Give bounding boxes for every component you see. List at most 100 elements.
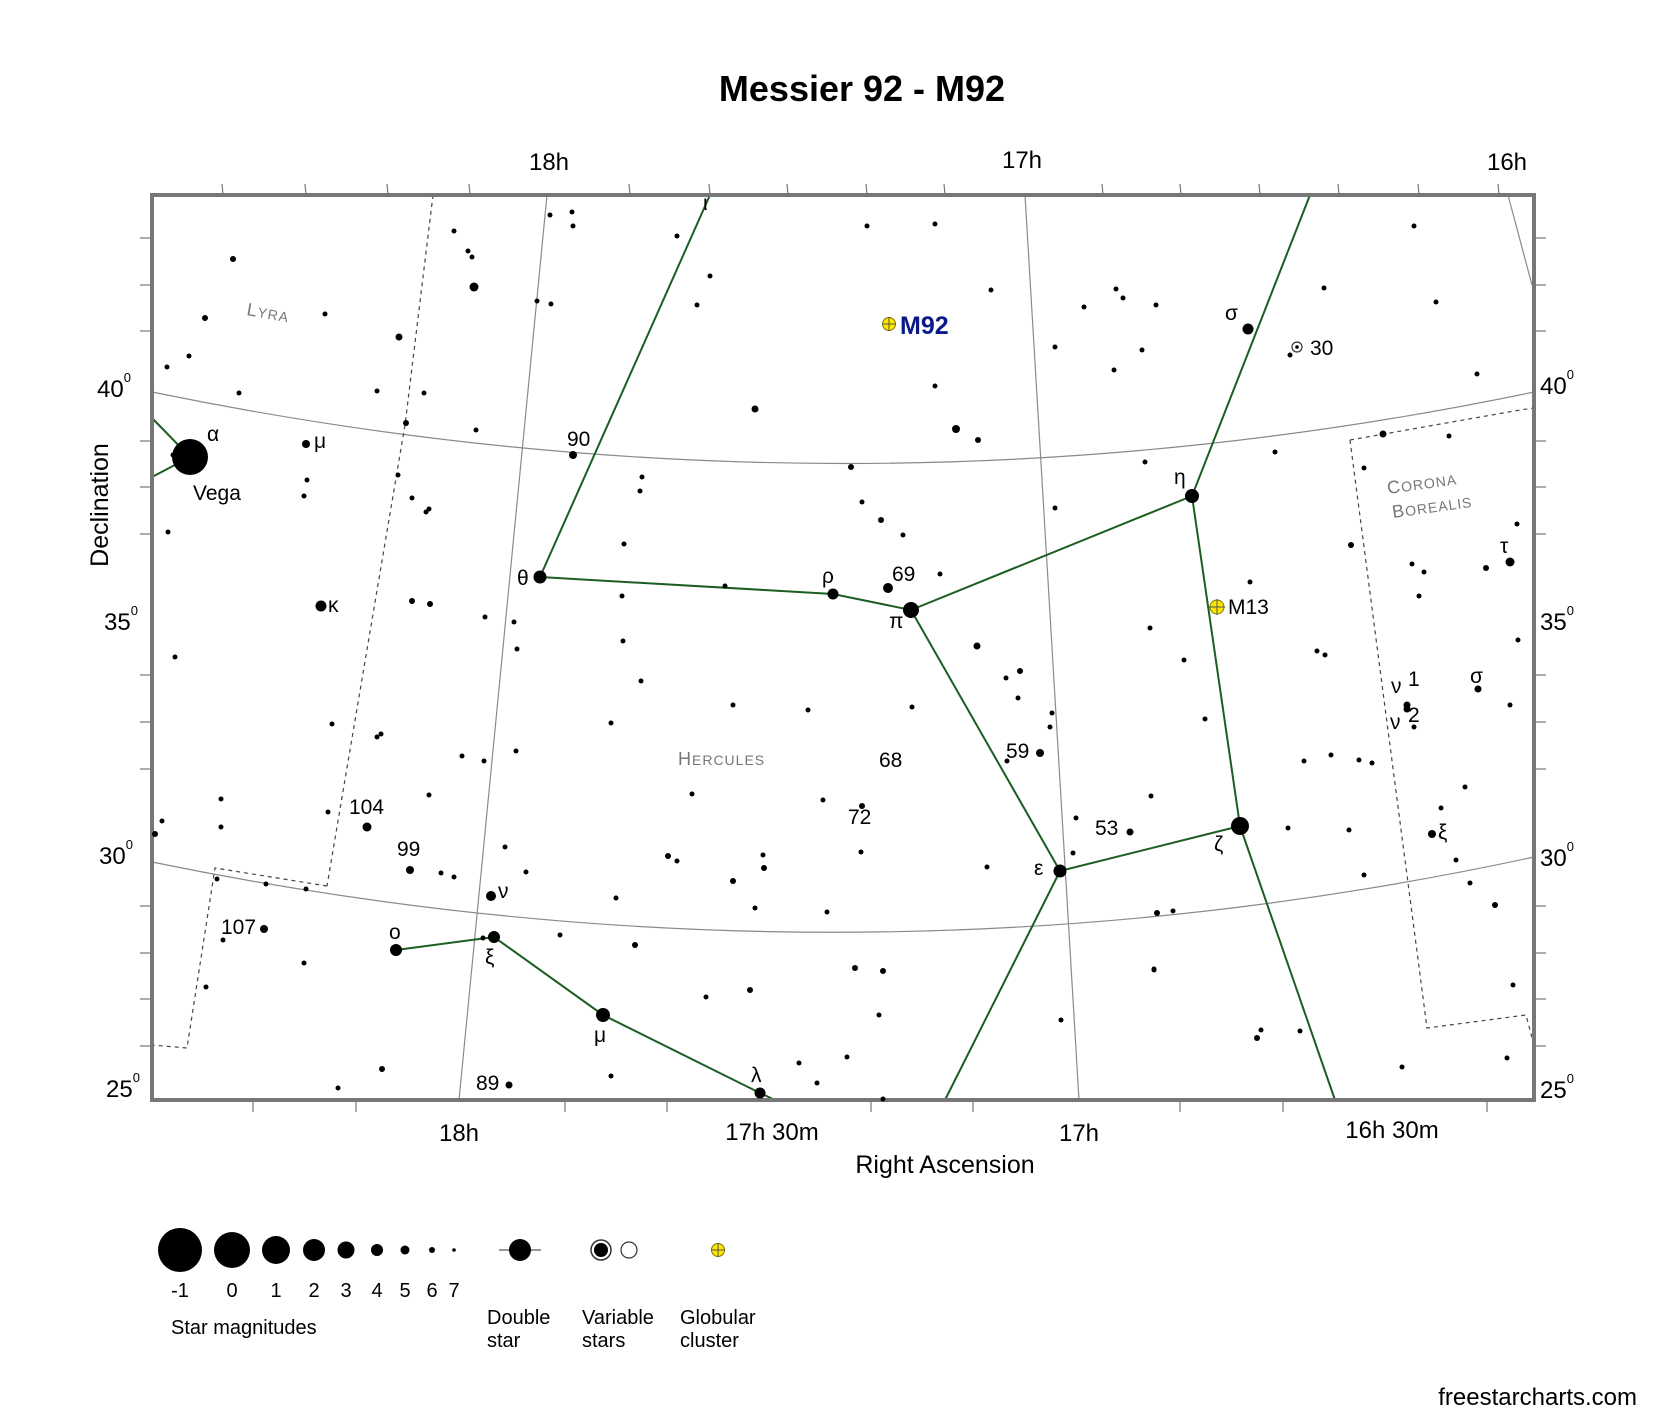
star	[1148, 793, 1154, 799]
star	[1446, 433, 1452, 439]
star	[1170, 908, 1176, 914]
legend: -1 0 1 2 3 4 5 6 7 Star magnitudes Double star V…	[158, 1228, 756, 1352]
star	[523, 869, 529, 875]
star	[1467, 880, 1473, 886]
m13-label: M13	[1228, 596, 1269, 619]
star	[459, 753, 465, 759]
star	[674, 233, 680, 239]
star	[1154, 910, 1160, 916]
star	[481, 758, 487, 764]
star-label: 104	[349, 796, 384, 819]
star-label: ν	[1390, 711, 1401, 734]
ra-top-label-18h: 18h	[529, 149, 569, 176]
star-label: η	[1174, 466, 1186, 489]
star	[820, 797, 826, 803]
star-label: μ	[594, 1024, 606, 1047]
star-field	[152, 209, 1521, 1102]
star-label: λ	[751, 1064, 762, 1087]
star	[632, 942, 638, 948]
legend-variable-line2: stars	[582, 1330, 625, 1352]
star	[1036, 749, 1044, 757]
star	[973, 642, 981, 650]
magnitude-scale: -1 0 1 2 3 4 5 6 7	[158, 1228, 460, 1302]
star-label: 69	[892, 563, 915, 586]
star	[1285, 825, 1291, 831]
star	[1081, 304, 1087, 310]
star	[608, 720, 614, 726]
star	[876, 1012, 882, 1018]
star	[315, 600, 327, 612]
dec-left-label-35: 350	[104, 603, 138, 636]
constellation-name-hercules: HERCULES	[678, 749, 765, 769]
star	[760, 852, 766, 858]
star	[1073, 815, 1079, 821]
star	[852, 965, 858, 971]
star-label: σ	[1470, 665, 1483, 688]
star	[1047, 724, 1053, 730]
star	[378, 731, 384, 737]
m92-label: M92	[900, 312, 949, 340]
star	[1247, 579, 1253, 585]
star	[1322, 652, 1328, 658]
star-label: 30	[1310, 337, 1333, 360]
legend-magnitude-label: 0	[226, 1280, 237, 1302]
star	[451, 228, 457, 234]
star	[1421, 569, 1427, 575]
star	[263, 881, 269, 887]
star	[1058, 1017, 1064, 1023]
star	[473, 427, 479, 433]
star	[465, 248, 471, 254]
star	[302, 440, 310, 448]
legend-magnitude-label: 7	[448, 1280, 459, 1302]
star	[1510, 982, 1516, 988]
star	[1403, 705, 1411, 713]
star	[152, 831, 158, 837]
star	[203, 984, 209, 990]
star	[824, 909, 830, 915]
star	[1483, 565, 1489, 571]
star	[480, 935, 486, 941]
star	[1181, 657, 1187, 663]
star	[880, 1096, 886, 1102]
star	[426, 506, 432, 512]
ra-bottom-label-17h30m: 17h 30m	[725, 1119, 818, 1146]
star	[859, 499, 865, 505]
star	[639, 474, 645, 480]
star	[1474, 685, 1482, 693]
star	[620, 638, 626, 644]
ra-top-label-17h: 17h	[1002, 147, 1042, 174]
star	[426, 792, 432, 798]
star	[534, 298, 540, 304]
star	[827, 588, 839, 600]
star	[186, 353, 192, 359]
star	[301, 960, 307, 966]
star	[557, 932, 563, 938]
star	[984, 864, 990, 870]
chart-frame	[150, 193, 1536, 1102]
star	[170, 452, 176, 458]
ra-bottom-label-17h: 17h	[1059, 1120, 1099, 1147]
star	[1433, 299, 1439, 305]
star	[1147, 625, 1153, 631]
ra-top-label-16h: 16h	[1487, 149, 1527, 176]
star	[1428, 830, 1436, 838]
star	[218, 824, 224, 830]
star	[1049, 710, 1055, 716]
star	[814, 1080, 820, 1086]
star	[533, 570, 547, 584]
star	[502, 844, 508, 850]
star	[172, 439, 208, 475]
star-label: ρ	[822, 565, 834, 588]
legend-magnitude-label: 3	[340, 1280, 351, 1302]
star	[1151, 967, 1157, 973]
star	[1314, 648, 1320, 654]
star	[1052, 344, 1058, 350]
star	[165, 529, 171, 535]
star	[1120, 295, 1126, 301]
star	[1514, 521, 1520, 527]
legend-magnitudes-caption: Star magnitudes	[171, 1317, 317, 1339]
star	[761, 865, 767, 871]
legend-magnitude-dot	[400, 1245, 410, 1255]
